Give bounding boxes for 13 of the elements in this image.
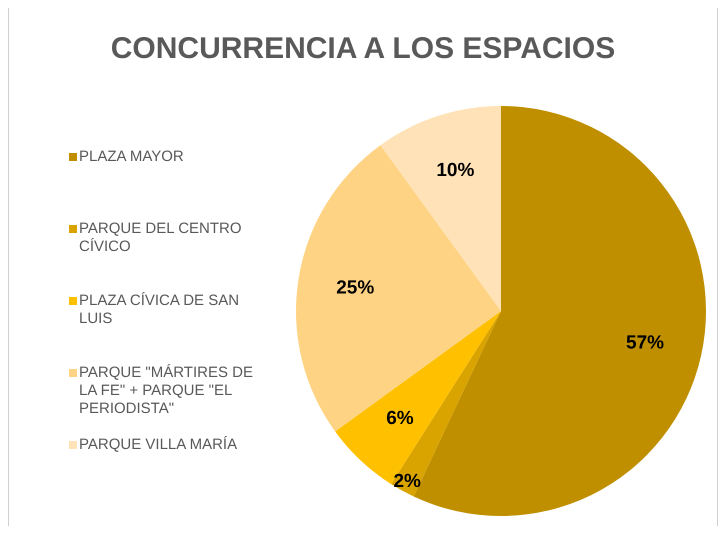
chart-title: CONCURRENCIA A LOS ESPACIOS	[110, 32, 616, 66]
pie-slice	[380, 106, 501, 311]
legend-label: PLAZA CÍVICA DE SAN LUIS	[79, 292, 240, 328]
legend-label: PARQUE VILLA MARÍA	[79, 436, 238, 454]
data-label: 2%	[393, 471, 422, 492]
legend-label: PARQUE DEL CENTRO CÍVICO	[79, 220, 243, 256]
legend-label: PARQUE "MÁRTIRES DE LA FE" + PARQUE "EL PERIODISTA"	[79, 364, 254, 418]
data-label: 10%	[436, 160, 475, 182]
data-label: 6%	[386, 408, 414, 430]
pie-slice	[296, 145, 501, 432]
legend-label: PLAZA MAYOR	[79, 148, 184, 166]
data-label: 57%	[626, 332, 664, 354]
data-label: 25%	[336, 277, 374, 298]
